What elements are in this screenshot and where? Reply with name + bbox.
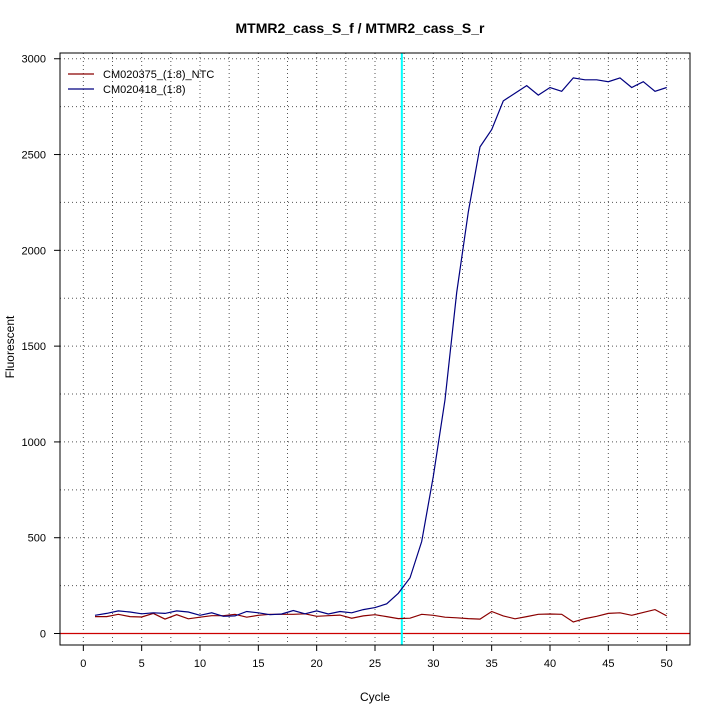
x-tick-label: 10 — [194, 658, 206, 670]
legend: CM020375_(1:8)_NTC CM020418_(1:8) — [68, 69, 214, 96]
series-line-0 — [95, 608, 667, 623]
legend-label: CM020418_(1:8) — [103, 84, 186, 96]
y-tick-label: 2000 — [22, 245, 46, 257]
x-axis: 0 5 10 15 20 25 30 35 40 45 50 — [80, 645, 673, 670]
y-tick-label: 0 — [40, 629, 46, 641]
x-tick-label: 25 — [369, 658, 381, 670]
y-tick-label: 3000 — [22, 54, 46, 66]
x-axis-label: Cycle — [359, 690, 390, 704]
legend-label: CM020375_(1:8)_NTC — [103, 69, 214, 81]
x-tick-label: 0 — [80, 658, 86, 670]
x-tick-label: 15 — [252, 658, 264, 670]
x-tick-label: 35 — [486, 658, 498, 670]
y-axis-label: Fluorescent — [3, 315, 17, 379]
y-tick-label: 500 — [28, 533, 46, 545]
y-tick-label: 1000 — [22, 437, 46, 449]
x-tick-label: 30 — [427, 658, 439, 670]
x-tick-label: 20 — [311, 658, 323, 670]
y-tick-label: 2500 — [22, 150, 46, 162]
x-tick-label: 5 — [139, 658, 145, 670]
gridlines — [60, 53, 690, 645]
chart-title: MTMR2_cass_S_f / MTMR2_cass_S_r — [235, 20, 485, 36]
series-lines — [94, 77, 667, 623]
x-tick-label: 50 — [661, 658, 673, 670]
y-tick-label: 1500 — [22, 341, 46, 353]
x-tick-label: 45 — [602, 658, 614, 670]
series-line-1 — [94, 77, 667, 617]
y-axis: 0 500 1000 1500 2000 2500 3000 — [22, 54, 60, 641]
x-tick-label: 40 — [544, 658, 556, 670]
